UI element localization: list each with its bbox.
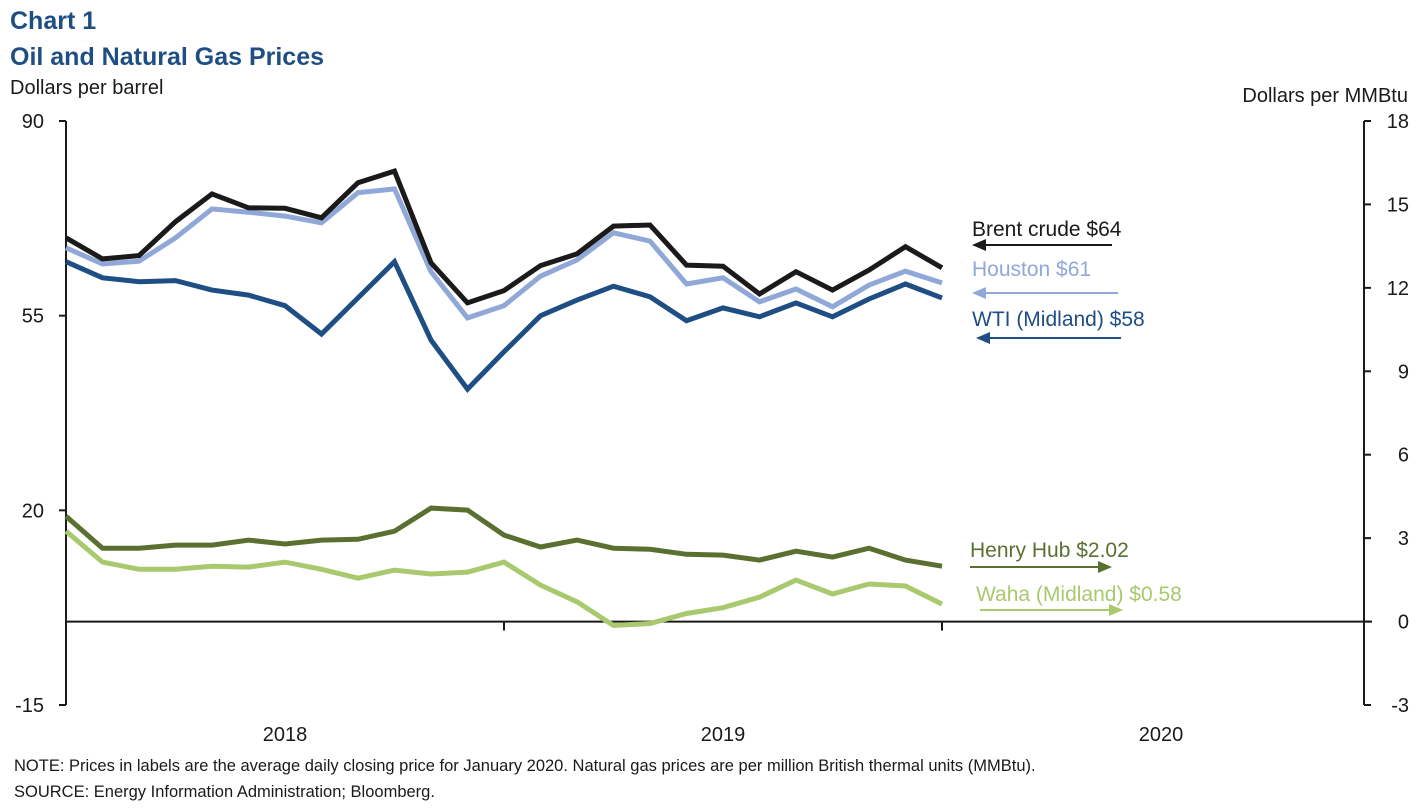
chart-number: Chart 1 [10, 7, 97, 35]
label-brent-crude: Brent crude $64 [972, 218, 1122, 241]
right-tick-label: -3 [1391, 695, 1409, 717]
label-wti-midland: WTI (Midland) $58 [972, 308, 1145, 331]
x-tick-label: 2020 [1139, 724, 1184, 746]
arrow-head-houston-icon [972, 287, 986, 299]
right-tick-label: 12 [1387, 278, 1409, 300]
chart-title: Oil and Natural Gas Prices [10, 43, 325, 71]
arrow-head-wti-midland-icon [976, 332, 990, 344]
left-axis-unit-label: Dollars per barrel [10, 77, 164, 99]
right-tick-label: 9 [1398, 361, 1409, 383]
left-tick-label: -15 [15, 695, 44, 717]
left-tick-label: 55 [22, 306, 44, 328]
series-line-houston [64, 186, 943, 321]
label-houston: Houston $61 [972, 258, 1091, 281]
x-tick-label: 2018 [263, 724, 308, 746]
series-line-waha-midland [64, 529, 944, 629]
label-waha-midland: Waha (Midland) $0.58 [976, 583, 1182, 606]
right-tick-label: 3 [1398, 528, 1409, 550]
arrow-head-brent-crude-icon [972, 239, 986, 251]
footnote-note: NOTE: Prices in labels are the average d… [14, 757, 1036, 775]
right-tick-label: 6 [1398, 445, 1409, 467]
right-tick-label: 18 [1387, 111, 1409, 133]
footnote-source: SOURCE: Energy Information Administratio… [14, 783, 435, 801]
right-axis-unit-label: Dollars per MMBtu [1242, 85, 1408, 107]
left-tick-label: 90 [22, 111, 44, 133]
right-tick-label: 15 [1387, 194, 1409, 216]
series-line-wti-midland [64, 257, 943, 393]
left-tick-label: 20 [22, 500, 44, 522]
arrow-head-henry-hub-icon [1098, 561, 1112, 573]
label-henry-hub: Henry Hub $2.02 [970, 539, 1129, 562]
series-line-brent-crude [64, 168, 944, 306]
arrow-head-waha-midland-icon [1109, 604, 1123, 616]
right-tick-label: 0 [1398, 612, 1409, 634]
x-tick-label: 2019 [701, 724, 746, 746]
series-line-henry-hub [64, 505, 943, 569]
